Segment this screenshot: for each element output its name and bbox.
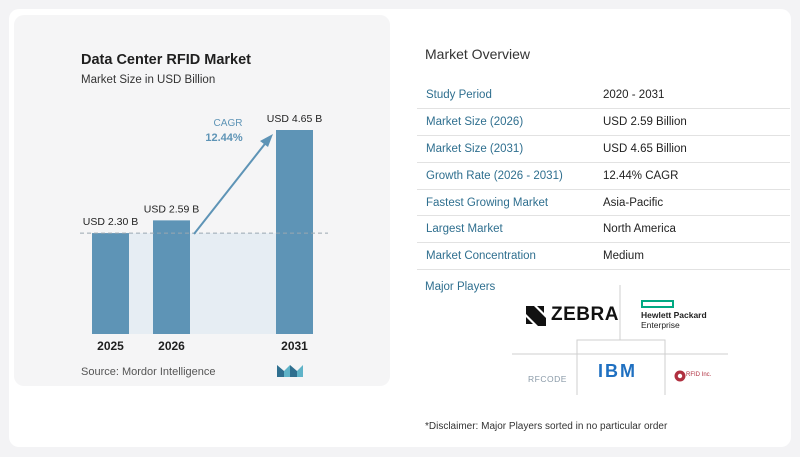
overview-row-value: North America	[603, 223, 676, 236]
disclaimer-text: *Disclaimer: Major Players sorted in no …	[425, 421, 668, 432]
bar-2025	[92, 233, 129, 334]
x-tick-label: 2031	[281, 339, 308, 353]
bar-2026	[153, 220, 190, 334]
x-tick-label: 2026	[158, 339, 185, 353]
chart-source: Source: Mordor Intelligence	[81, 366, 216, 378]
cagr-arrowhead-icon	[260, 134, 273, 147]
overview-row: Market Concentration Medium	[417, 243, 790, 270]
overview-row: Market Size (2026) USD 2.59 Billion	[417, 109, 790, 136]
overview-row-label: Growth Rate (2026 - 2031)	[426, 169, 563, 182]
bar-value-label: USD 4.65 B	[267, 113, 322, 125]
rfid-inc-logo-icon	[674, 370, 686, 382]
hpe-logo-line2: Enterprise	[641, 320, 680, 330]
overview-row-label: Market Size (2031)	[426, 142, 524, 155]
overview-row: Study Period 2020 - 2031	[417, 82, 790, 109]
major-players-title: Major Players	[425, 281, 496, 293]
overview-row: Growth Rate (2026 - 2031) 12.44% CAGR	[417, 162, 790, 190]
x-tick-label: 2025	[97, 339, 124, 353]
overview-row-value: USD 2.59 Billion	[603, 116, 687, 129]
mordor-logo-icon	[277, 365, 303, 377]
overview-row-value: Medium	[603, 250, 644, 263]
overview-row-label: Market Size (2026)	[426, 116, 524, 129]
overview-row-label: Fastest Growing Market	[426, 196, 549, 209]
chart-subtitle: Market Size in USD Billion	[81, 74, 216, 86]
overview-row: Fastest Growing Market Asia-Pacific	[417, 189, 790, 216]
rfid-inc-logo: RFID Inc.	[686, 372, 712, 378]
overview-row-value: 12.44% CAGR	[603, 169, 679, 182]
overview-row-label: Study Period	[426, 89, 492, 102]
market-overview-title: Market Overview	[425, 46, 531, 62]
bar-value-label: USD 2.30 B	[83, 216, 138, 228]
overview-row-label: Largest Market	[426, 223, 503, 236]
chart-title: Data Center RFID Market	[81, 52, 252, 68]
hpe-logo: Hewlett Packard Enterprise	[641, 300, 707, 330]
bar-2031	[276, 130, 313, 334]
overview-row-value: 2020 - 2031	[603, 89, 665, 102]
ibm-logo: IBM	[598, 361, 637, 381]
zebra-logo-icon	[526, 306, 546, 326]
hpe-logo-line1: Hewlett Packard	[641, 310, 707, 320]
cagr-arrow	[193, 139, 269, 235]
cagr-label: CAGR	[214, 118, 243, 129]
zebra-logo: ZEBRA	[551, 304, 619, 325]
bar-value-label: USD 2.59 B	[144, 203, 199, 215]
overview-row-label: Market Concentration	[426, 250, 536, 263]
overview-row: Market Size (2031) USD 4.65 Billion	[417, 136, 790, 163]
cagr-value: 12.44%	[205, 132, 243, 144]
rfcode-logo: RFCODE	[528, 374, 567, 384]
hpe-mark-icon	[641, 300, 674, 308]
overview-row-value: Asia-Pacific	[603, 196, 664, 209]
market-overview-table: Study Period 2020 - 2031 Market Size (2026…	[417, 82, 790, 270]
overview-row-value: USD 4.65 Billion	[603, 142, 687, 155]
overview-row: Largest Market North America	[417, 216, 790, 243]
